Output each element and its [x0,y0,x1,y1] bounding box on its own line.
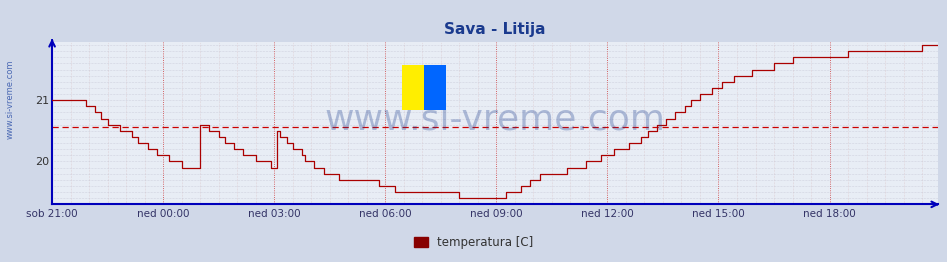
Text: www.si-vreme.com: www.si-vreme.com [324,103,666,137]
Text: www.si-vreme.com: www.si-vreme.com [6,60,15,139]
FancyBboxPatch shape [402,65,424,110]
Title: Sava - Litija: Sava - Litija [444,21,545,37]
Legend: temperatura [C]: temperatura [C] [409,231,538,253]
FancyBboxPatch shape [424,65,446,110]
